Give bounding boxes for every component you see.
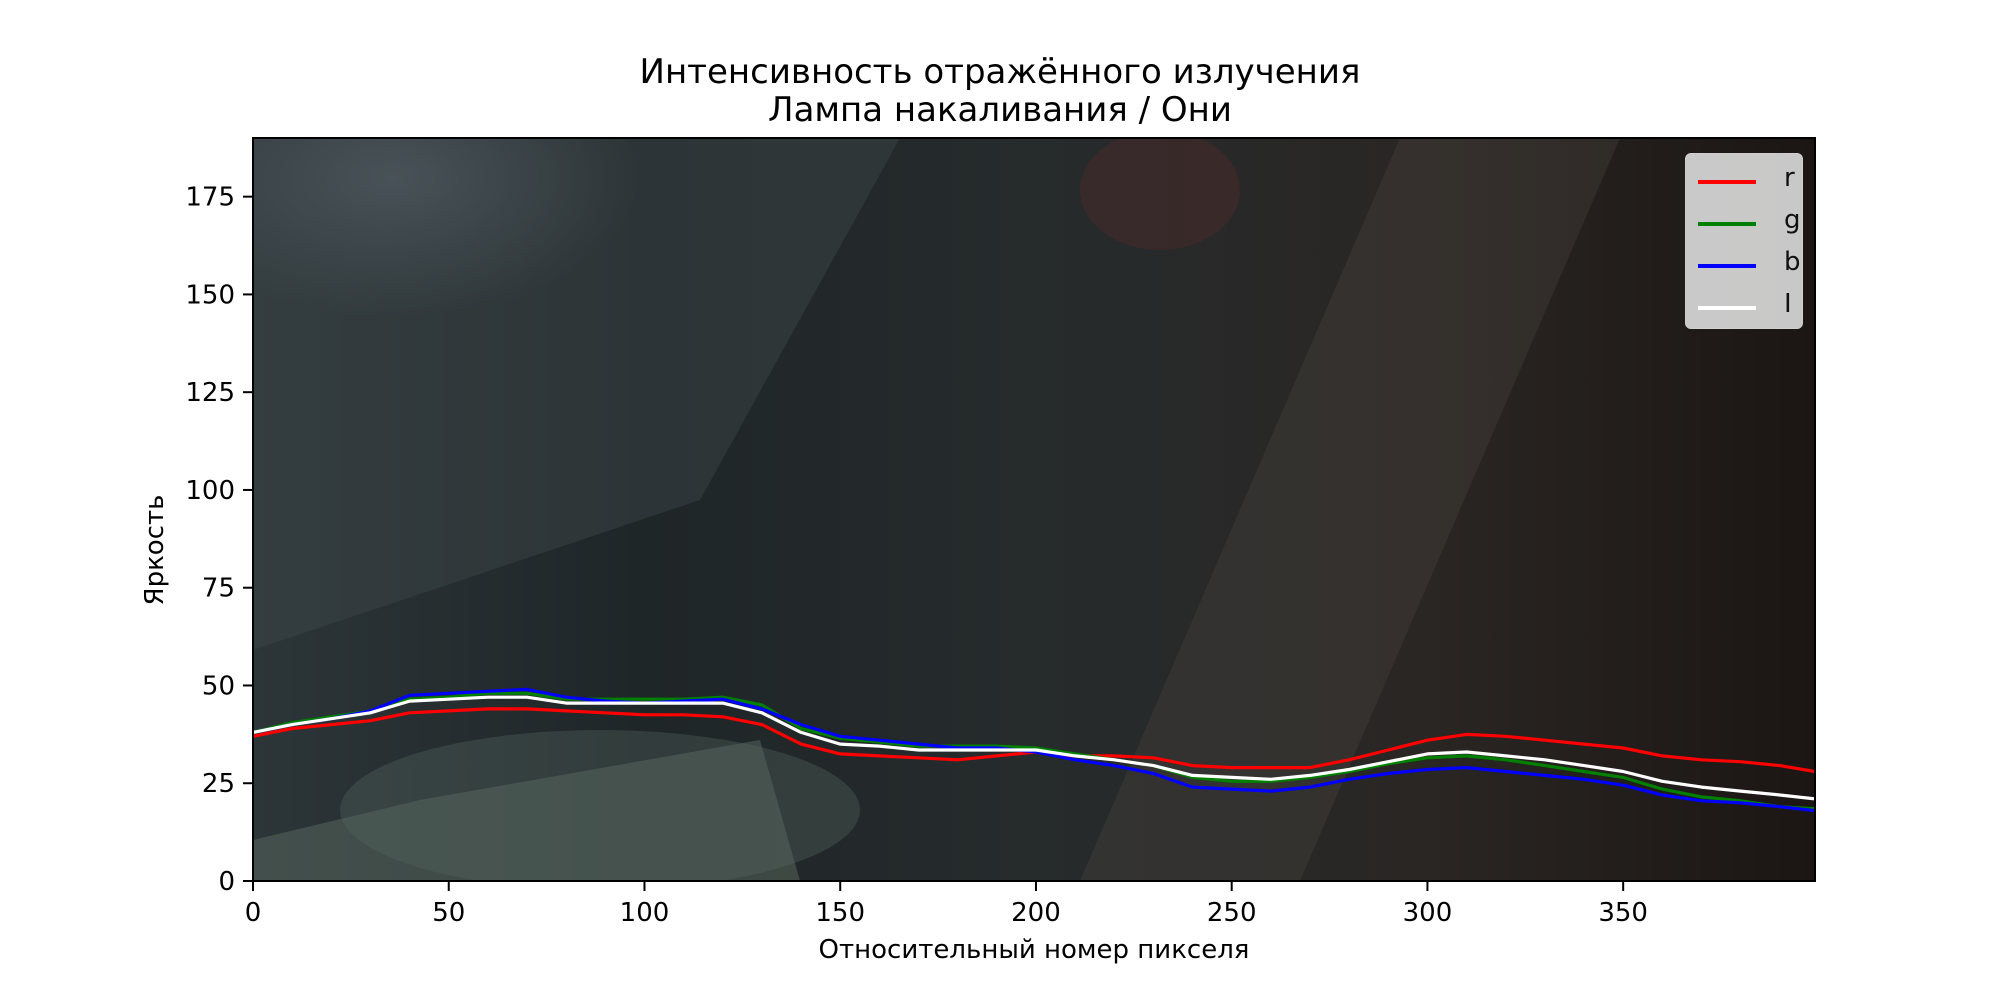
y-tick-label: 150 <box>185 280 235 310</box>
legend-label-r: r <box>1784 163 1795 193</box>
y-tick-label: 0 <box>218 867 235 897</box>
series-line-b <box>253 687 1815 813</box>
series-line-I <box>253 695 1815 801</box>
x-axis-label: Относительный номер пикселя <box>818 935 1250 965</box>
x-tick-label: 100 <box>620 898 670 928</box>
series-line-g <box>253 691 1815 811</box>
chart-title: Интенсивность отражённого излучения <box>639 52 1361 92</box>
legend-swatch-r <box>1698 180 1756 184</box>
legend-item-g: g <box>1694 202 1801 242</box>
x-tick-label: 150 <box>815 898 865 928</box>
y-tick-label: 50 <box>202 671 235 701</box>
legend-swatch-I <box>1698 306 1756 310</box>
y-tick-label: 100 <box>185 476 235 506</box>
y-tick-label: 25 <box>202 769 235 799</box>
legend-item-r: r <box>1694 160 1800 200</box>
legend-label-g: g <box>1784 205 1801 235</box>
legend-swatch-g <box>1698 222 1756 226</box>
plot-background-photo <box>253 138 1815 881</box>
plot-frame <box>252 137 1816 882</box>
x-tick-label: 350 <box>1598 898 1648 928</box>
x-tick-label: 200 <box>1011 898 1061 928</box>
legend-item-b: b <box>1694 244 1801 284</box>
legend: r g b I <box>1685 153 1803 329</box>
y-tick-label: 125 <box>185 378 235 408</box>
y-tick-label: 175 <box>185 183 235 213</box>
legend-label-I: I <box>1784 289 1792 319</box>
x-tick-label: 0 <box>245 898 262 928</box>
y-tick-label: 75 <box>202 574 235 604</box>
legend-item-I: I <box>1694 286 1800 326</box>
chart-subtitle: Лампа накаливания / Они <box>768 90 1232 130</box>
legend-label-b: b <box>1784 247 1801 277</box>
legend-swatch-b <box>1698 264 1756 268</box>
y-axis-label: Яркость <box>140 494 170 606</box>
x-tick-label: 300 <box>1403 898 1453 928</box>
x-tick-label: 50 <box>432 898 465 928</box>
x-tick-label: 250 <box>1207 898 1257 928</box>
